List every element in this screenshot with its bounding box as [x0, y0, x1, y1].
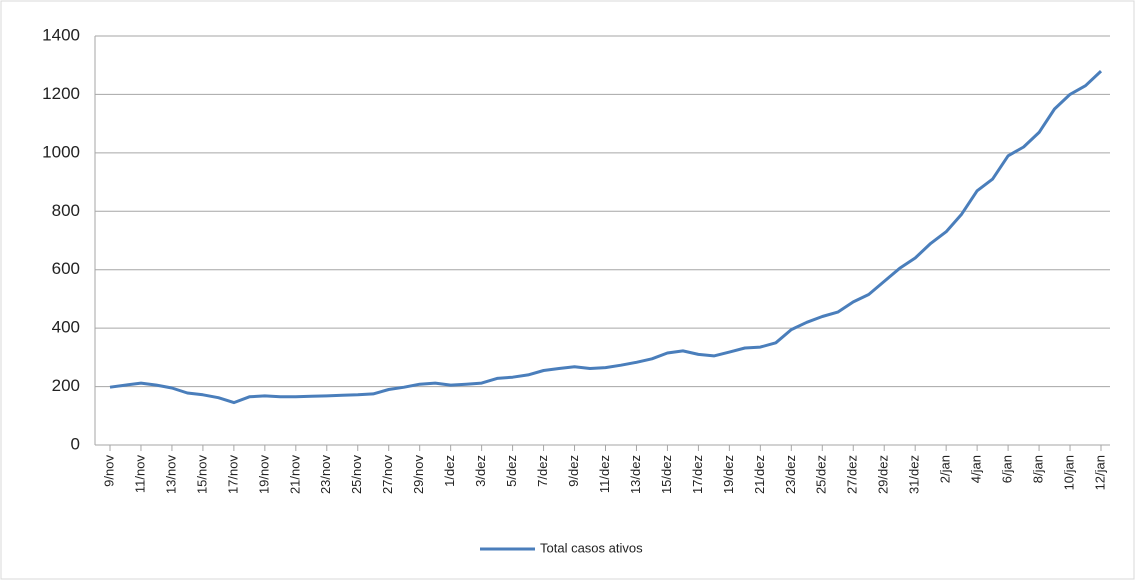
x-tick-label: 3/dez: [473, 455, 488, 487]
x-tick-label: 21/nov: [287, 455, 302, 495]
x-tick-label: 12/jan: [1092, 455, 1107, 490]
x-tick-label: 11/nov: [132, 455, 147, 494]
x-tick-label: 23/dez: [783, 455, 798, 494]
x-tick-label: 15/dez: [659, 455, 674, 494]
x-tick-label: 27/dez: [845, 455, 860, 494]
y-tick-label: 600: [52, 259, 80, 278]
x-tick-label: 8/jan: [1031, 455, 1046, 483]
x-tick-label: 17/dez: [690, 455, 705, 494]
y-tick-label: 1000: [42, 142, 80, 161]
x-tick-label: 6/jan: [1000, 455, 1015, 483]
x-tick-label: 25/dez: [814, 455, 829, 494]
x-tick-label: 10/jan: [1061, 455, 1076, 490]
x-tick-label: 21/dez: [752, 455, 767, 494]
x-tick-label: 29/nov: [411, 455, 426, 495]
x-tick-label: 13/nov: [163, 455, 178, 495]
x-tick-label: 1/dez: [442, 455, 457, 487]
x-tick-label: 4/jan: [969, 455, 984, 483]
y-tick-label: 1200: [42, 84, 80, 103]
x-tick-label: 11/dez: [597, 455, 612, 493]
x-tick-label: 17/nov: [225, 455, 240, 495]
x-tick-label: 31/dez: [907, 455, 922, 494]
x-tick-label: 13/dez: [628, 455, 643, 494]
y-tick-label: 400: [52, 318, 80, 337]
x-tick-label: 27/nov: [380, 455, 395, 495]
x-tick-label: 5/dez: [504, 455, 519, 487]
x-tick-label: 29/dez: [876, 455, 891, 494]
y-tick-label: 1400: [42, 25, 80, 44]
x-tick-label: 9/dez: [566, 455, 581, 487]
x-tick-label: 19/nov: [256, 455, 271, 495]
x-tick-label: 19/dez: [721, 455, 736, 494]
x-tick-label: 23/nov: [318, 455, 333, 495]
x-tick-label: 25/nov: [349, 455, 364, 495]
x-tick-label: 7/dez: [535, 455, 550, 487]
data-line: [109, 70, 1103, 405]
x-tick-label: 2/jan: [938, 455, 953, 483]
y-tick-label: 800: [52, 201, 80, 220]
y-tick-label: 200: [52, 376, 80, 395]
legend-label: Total casos ativos: [540, 540, 643, 555]
y-tick-label: 0: [71, 434, 80, 453]
x-tick-label: 9/nov: [101, 455, 116, 487]
x-tick-label: 15/nov: [194, 455, 209, 495]
